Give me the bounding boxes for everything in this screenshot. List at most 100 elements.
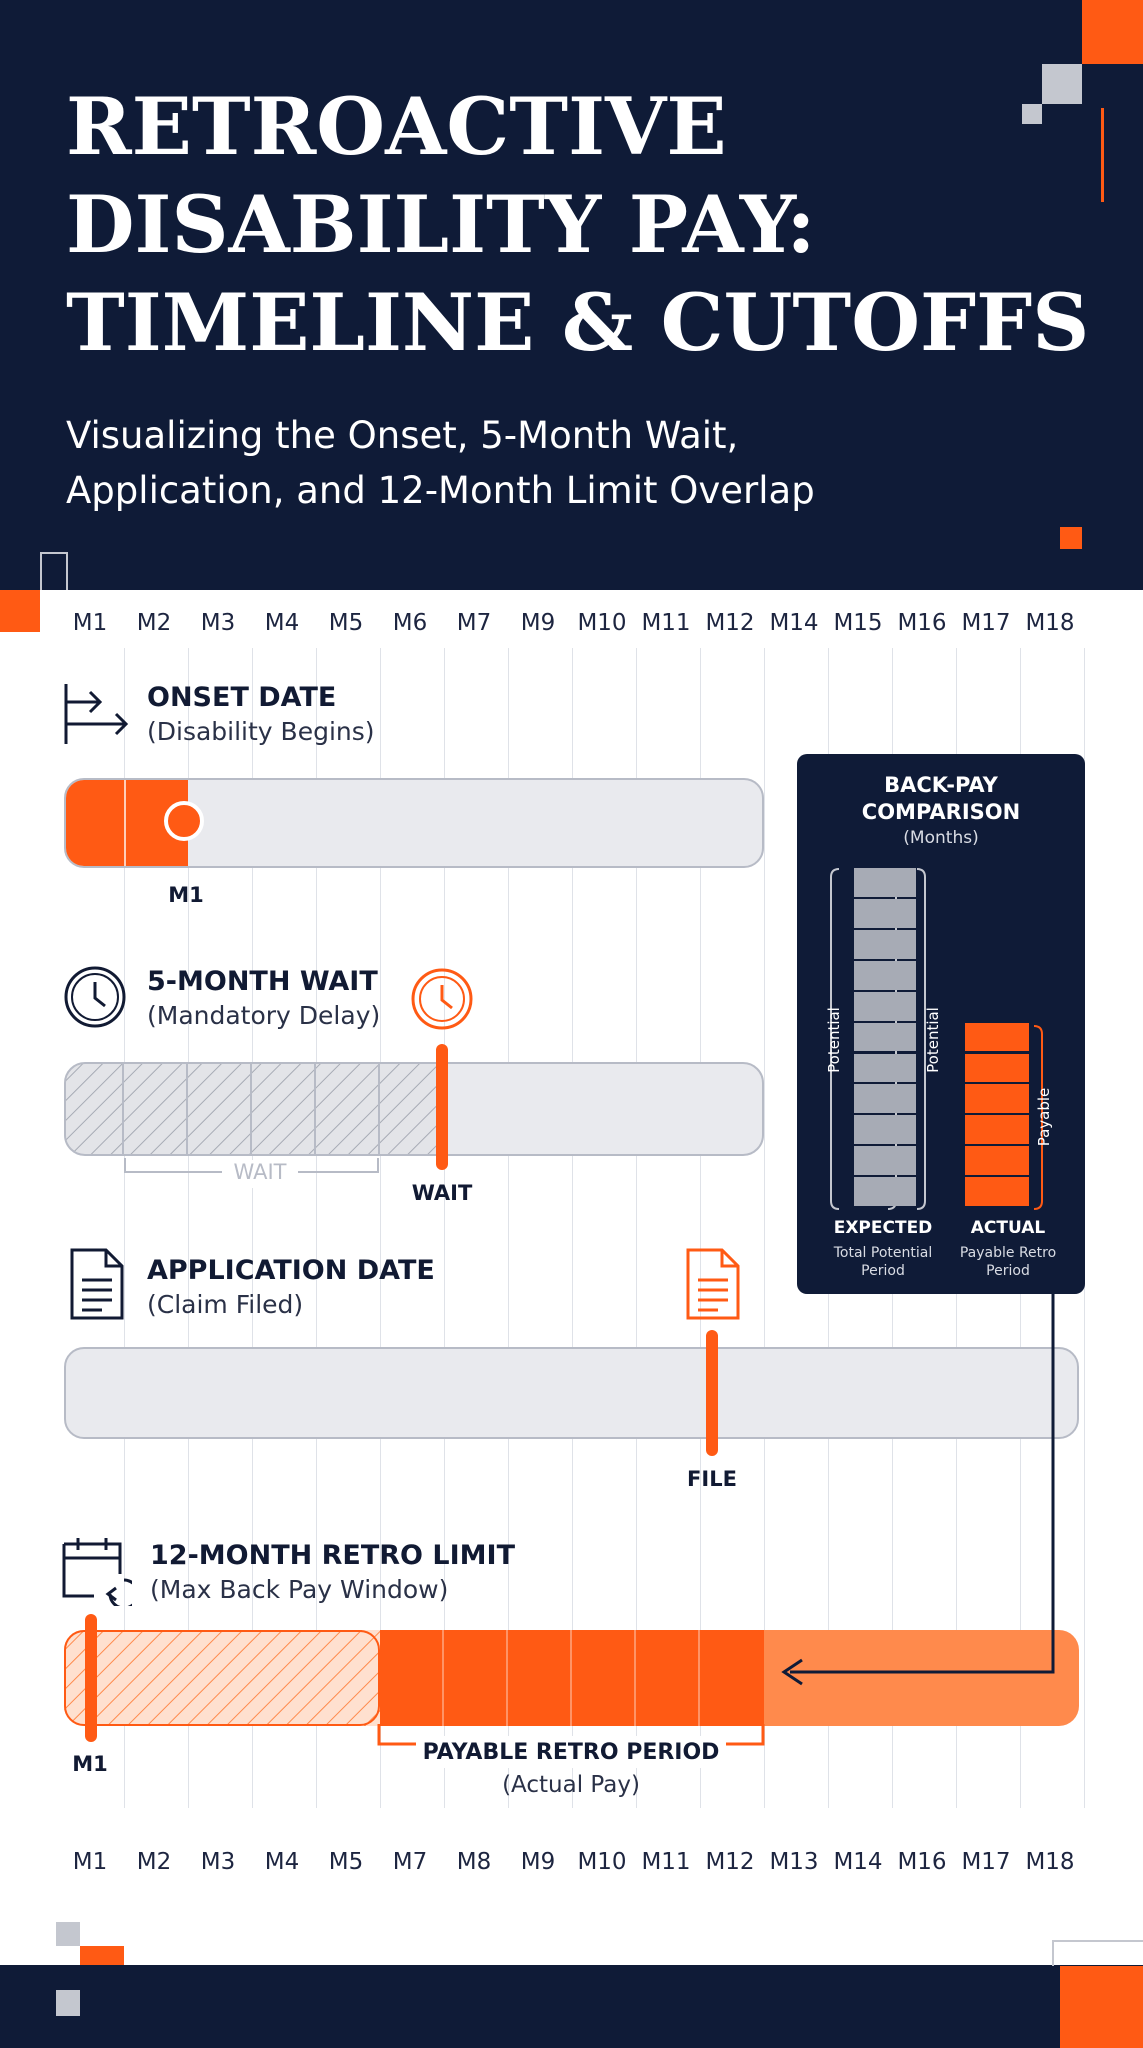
- payable-subtitle: (Actual Pay): [502, 1772, 640, 1798]
- onset-track: [64, 778, 764, 868]
- application-marker: [706, 1330, 718, 1456]
- panel-title-line: BACK-PAY: [884, 773, 998, 797]
- decor-line: [1101, 108, 1104, 202]
- subtitle-line: Visualizing the Onset, 5-Month Wait,: [66, 414, 739, 457]
- actual-bar-segment: [965, 1084, 1029, 1114]
- panel-title: BACK-PAY COMPARISON: [797, 772, 1085, 826]
- decor-square: [56, 1990, 80, 2016]
- decor-square: [1082, 0, 1143, 64]
- panel-title-line: COMPARISON: [861, 800, 1021, 824]
- grid-line: [572, 648, 573, 1808]
- decor-square: [1060, 527, 1082, 549]
- actual-bar-segment: [965, 1177, 1029, 1206]
- retro-marker: [85, 1614, 97, 1742]
- axis-tick-label: M13: [769, 1849, 819, 1875]
- decor-square: [1022, 104, 1042, 124]
- axis-tick-label: M2: [136, 610, 172, 636]
- expected-bar-segment: [854, 1022, 916, 1052]
- title-line: TIMELINE & CUTOFFS: [66, 276, 1090, 369]
- clock-icon: [411, 968, 473, 1030]
- wait-marker-label: WAIT: [411, 1181, 473, 1205]
- expected-bar-segment: [854, 960, 916, 990]
- axis-tick-label: M2: [136, 1849, 172, 1875]
- onset-marker-dot: [164, 801, 204, 841]
- document-icon: [686, 1248, 740, 1320]
- axis-tick-label: M3: [200, 610, 236, 636]
- calendar-icon: [62, 1538, 132, 1606]
- axis-tick-label: M18: [1025, 610, 1075, 636]
- wait-track: [64, 1062, 764, 1156]
- grid-line: [636, 648, 637, 1808]
- axis-tick-label: M17: [961, 1849, 1011, 1875]
- decor-square: [0, 590, 40, 632]
- axis-tick-label: M15: [833, 610, 883, 636]
- actual-sub-line: Period: [986, 1263, 1030, 1279]
- title-line: DISABILITY PAY:: [66, 178, 816, 271]
- onset-marker-label: M1: [168, 883, 204, 907]
- page-title: RETROACTIVE DISABILITY PAY: TIMELINE & C…: [66, 78, 1143, 372]
- panel-units: (Months): [903, 828, 979, 848]
- axis-tick-label: M10: [577, 1849, 627, 1875]
- axis-tick-label: M14: [769, 610, 819, 636]
- expected-sub-line: Period: [861, 1263, 905, 1279]
- retro-track: [64, 1630, 1079, 1726]
- application-track: [64, 1347, 1079, 1439]
- axis-tick-label: M7: [392, 1849, 428, 1875]
- subtitle-line: Application, and 12-Month Limit Overlap: [66, 469, 815, 512]
- grid-line: [764, 648, 765, 1808]
- axis-tick-label: M12: [705, 1849, 755, 1875]
- footer-bar: [0, 1965, 1143, 2048]
- grid-line: [508, 648, 509, 1808]
- axis-tick-label: M5: [328, 1849, 364, 1875]
- document-icon: [70, 1248, 124, 1320]
- decor-square: [56, 1922, 80, 1946]
- grid-line: [252, 648, 253, 1808]
- decor-square: [1042, 64, 1082, 104]
- decor-outline: [1052, 1940, 1143, 1966]
- expected-sub: Total Potential Period: [817, 1244, 949, 1280]
- expected-bar-segment: [854, 1177, 916, 1206]
- actual-bar-segment: [965, 1146, 1029, 1176]
- onset-title: ONSET DATE: [147, 682, 337, 713]
- axis-tick-label: M4: [264, 610, 300, 636]
- page-subtitle: Visualizing the Onset, 5-Month Wait, App…: [66, 408, 1066, 518]
- actual-sub-line: Payable Retro: [959, 1245, 1057, 1261]
- axis-tick-label: M16: [897, 1849, 947, 1875]
- expected-side-label-right: Potential: [924, 1007, 942, 1073]
- wait-title: 5-MONTH WAIT: [147, 966, 378, 997]
- grid-line: [124, 648, 125, 1808]
- axis-tick-label: M1: [72, 610, 108, 636]
- expected-sub-line: Total Potential: [833, 1245, 933, 1261]
- retro-title: 12-MONTH RETRO LIMIT: [150, 1540, 515, 1571]
- axis-tick-label: M9: [520, 1849, 556, 1875]
- axis-tick-label: M9: [520, 610, 556, 636]
- expected-bar-segment: [854, 1053, 916, 1083]
- application-subtitle: (Claim Filed): [147, 1290, 304, 1319]
- axis-tick-label: M11: [641, 1849, 691, 1875]
- expected-bar-segment: [854, 1146, 916, 1176]
- expected-label: EXPECTED: [833, 1218, 933, 1238]
- onset-subtitle: (Disability Begins): [147, 717, 375, 746]
- actual-bar-segment: [965, 1022, 1029, 1052]
- expected-bar-segment: [854, 929, 916, 959]
- title-line: RETROACTIVE: [66, 80, 727, 173]
- decor-outline: [40, 552, 68, 590]
- wait-bracket-label: WAIT: [233, 1160, 287, 1184]
- actual-side-label: Payable: [1035, 1087, 1053, 1147]
- axis-tick-label: M4: [264, 1849, 300, 1875]
- grid-line: [188, 648, 189, 1808]
- grid-line: [380, 648, 381, 1808]
- actual-label: ACTUAL: [970, 1218, 1046, 1238]
- axis-tick-label: M8: [456, 1849, 492, 1875]
- wait-subtitle: (Mandatory Delay): [147, 1001, 381, 1030]
- axis-tick-label: M11: [641, 610, 691, 636]
- clock-icon: [64, 966, 126, 1028]
- axis-tick-label: M10: [577, 610, 627, 636]
- actual-bar-segment: [965, 1053, 1029, 1083]
- segment-divider: [124, 780, 126, 866]
- expected-bar-segment: [854, 1115, 916, 1145]
- expected-side-label: Potential: [825, 1007, 843, 1073]
- expected-bar-segment: [854, 899, 916, 928]
- expected-bar-segment: [854, 868, 916, 897]
- wait-bracket-bg: [222, 1160, 298, 1188]
